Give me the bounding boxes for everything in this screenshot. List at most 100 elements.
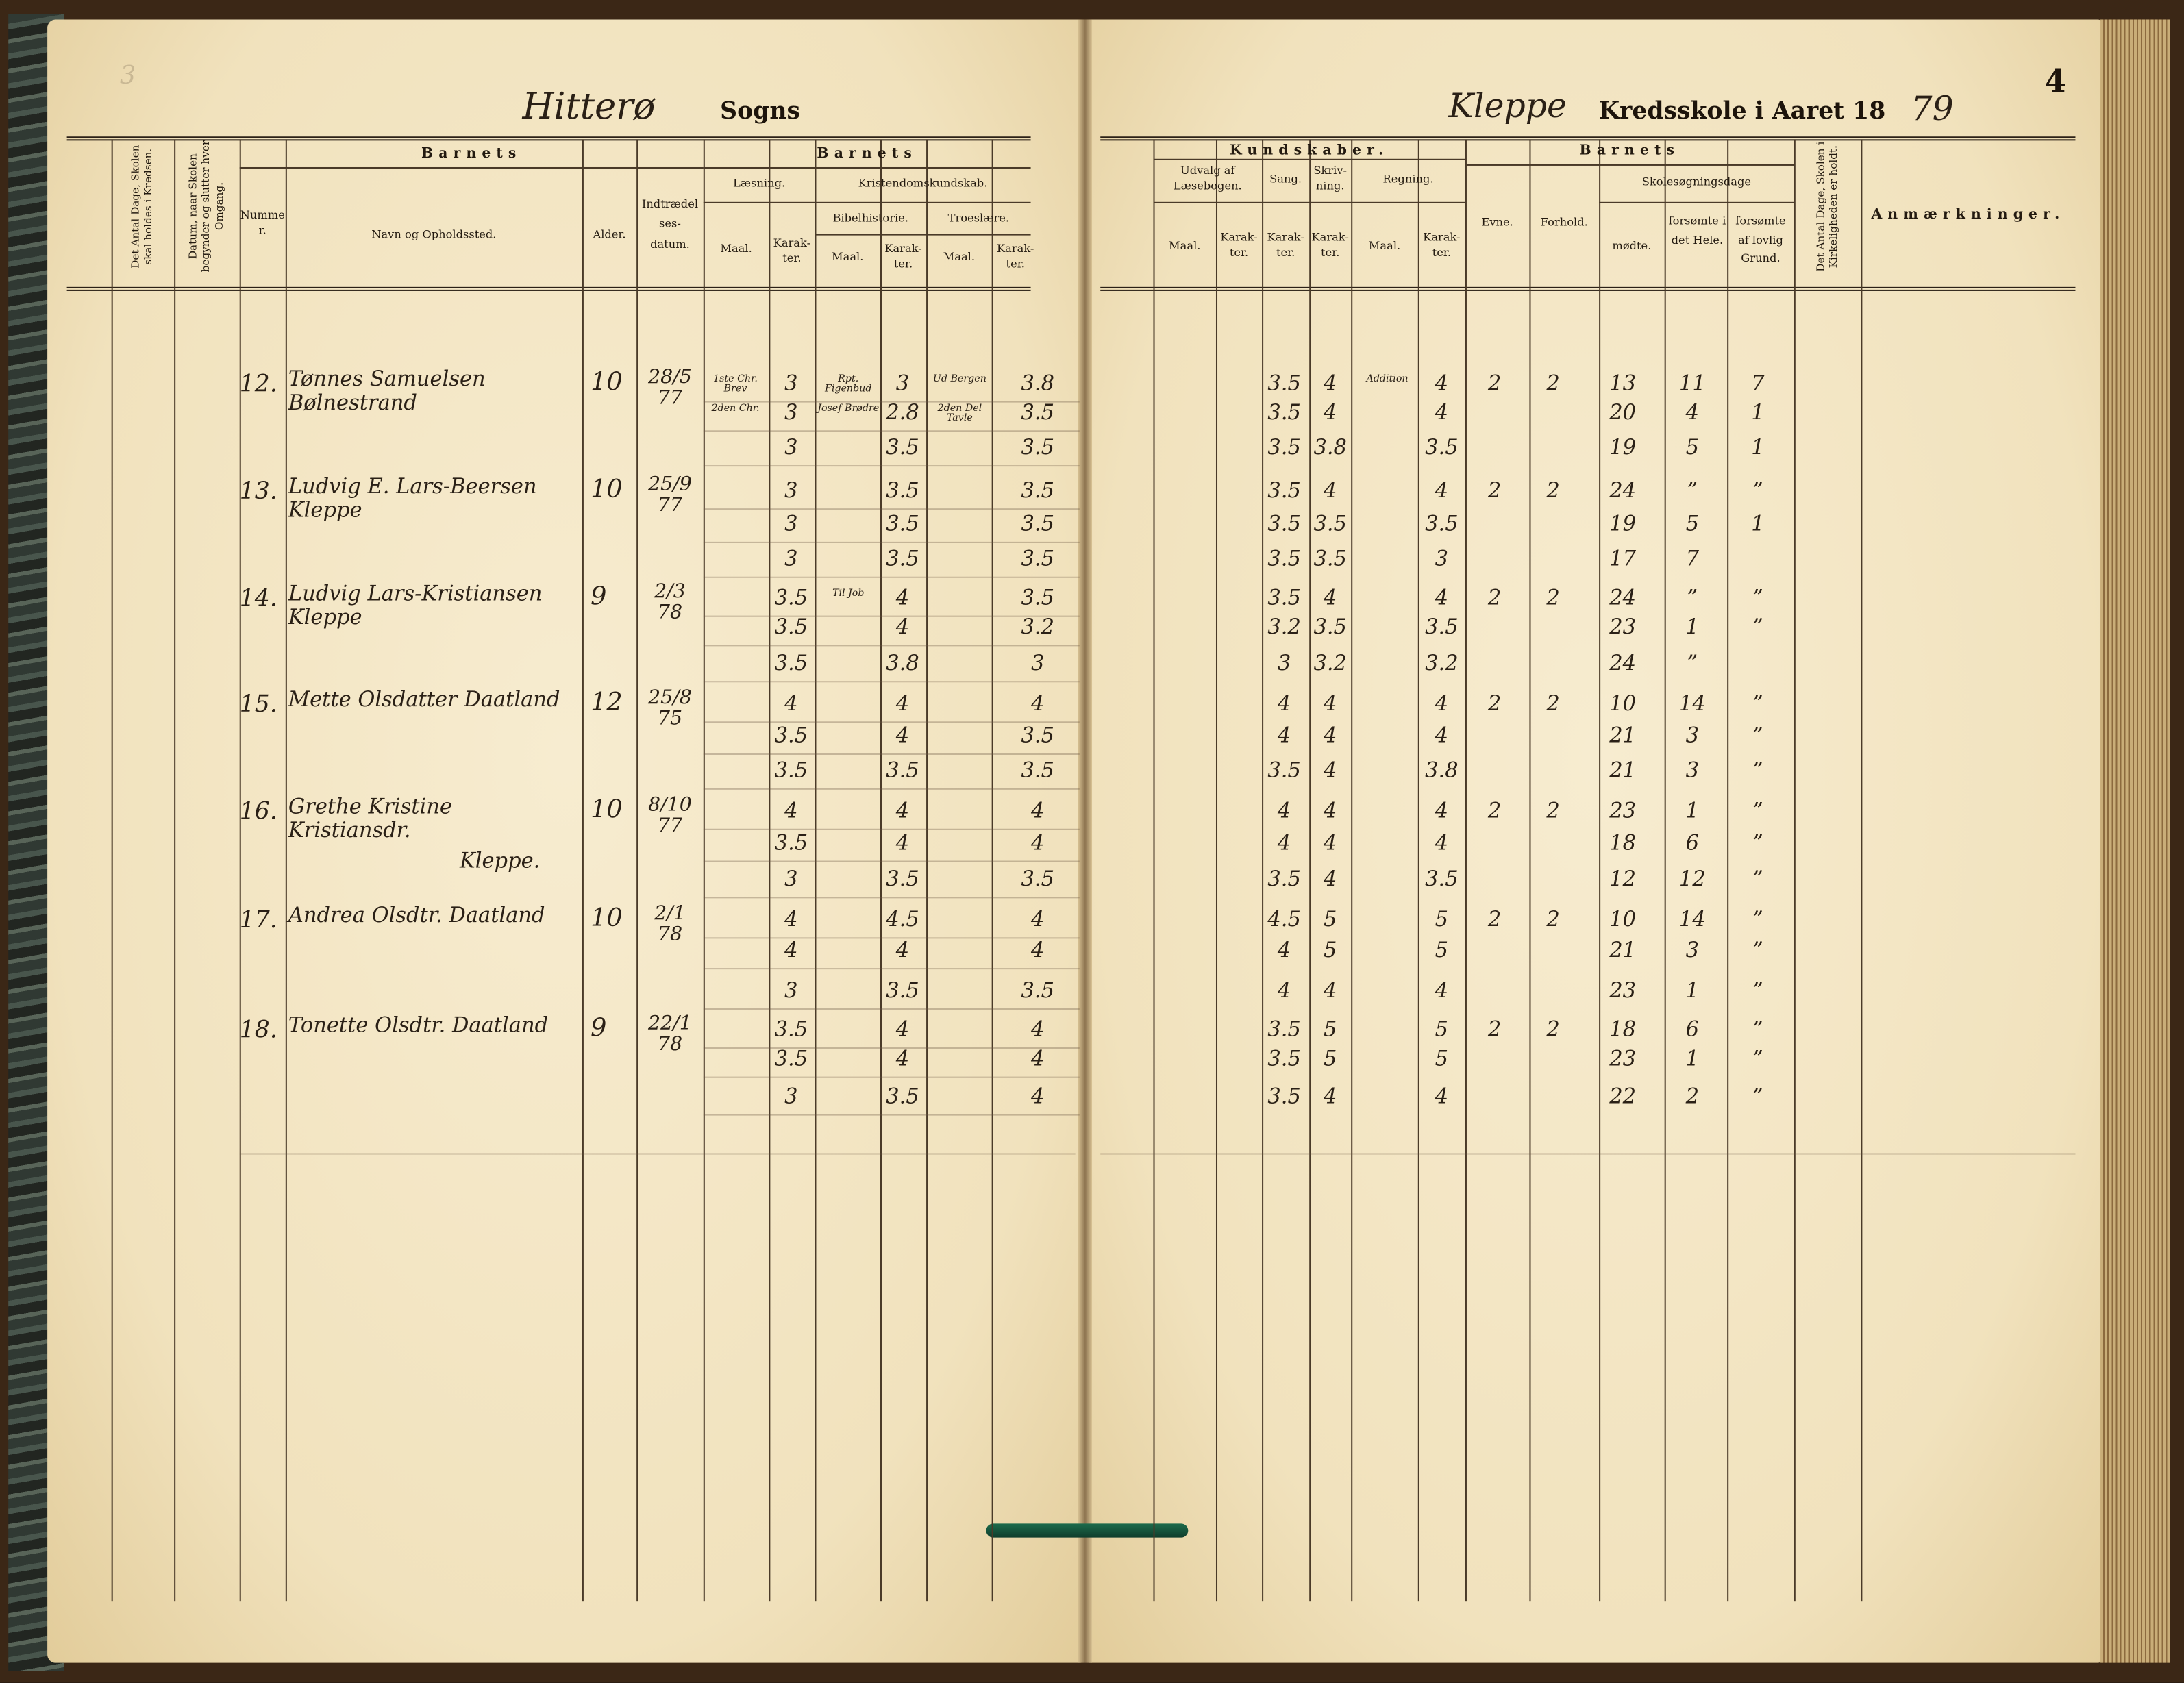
header-regning-karakter: Karak-ter. xyxy=(1423,231,1461,259)
header-regning-maal: Maal. xyxy=(1368,239,1401,253)
entry-laesning-maal: 1ste Chr. Brev xyxy=(713,373,758,395)
entry-troes-karakter: 4 xyxy=(1031,690,1045,716)
rule-line xyxy=(239,1153,1076,1155)
rule-line xyxy=(1100,136,2076,141)
entry-bibel-karakter: 3.5 xyxy=(886,434,919,460)
entry-forsomte-lovlig: ” xyxy=(1752,1045,1763,1071)
entry-regning-karakter: 4 xyxy=(1435,399,1449,425)
rule-line xyxy=(1215,139,1218,1602)
entry-skrivning-karakter: 5 xyxy=(1324,1045,1337,1071)
entry-modte: 13 xyxy=(1609,370,1637,396)
entry-modte: 19 xyxy=(1609,511,1637,536)
entry-troes-karakter: 3.5 xyxy=(1021,477,1054,503)
entry-forsomte-hele: 1 xyxy=(1685,614,1700,640)
entry-modte: 21 xyxy=(1609,758,1637,783)
entry-laesning-karakter: 4 xyxy=(784,798,798,823)
entry-troes-karakter: 4 xyxy=(1031,1045,1045,1071)
entry-sang-karakter: 3.5 xyxy=(1267,584,1301,610)
rule-line xyxy=(926,139,928,1602)
entry-laesning-karakter: 3 xyxy=(784,546,798,571)
rule-line xyxy=(1727,139,1729,1602)
rule-line xyxy=(636,139,638,1602)
entry-troes-karakter: 3.5 xyxy=(1021,546,1054,571)
entry-laesning-karakter: 4 xyxy=(784,690,798,716)
entry-forsomte-lovlig: ” xyxy=(1752,866,1763,892)
entry-forsomte-lovlig: ” xyxy=(1752,584,1763,610)
entry-bibel-karakter: 3.5 xyxy=(886,511,919,536)
entry-skrivning-karakter: 5 xyxy=(1324,1017,1337,1042)
header-modte: mødte. xyxy=(1612,239,1652,253)
entry-regning-karakter: 3.8 xyxy=(1425,758,1459,783)
entry-residence: Kleppe. xyxy=(459,848,541,873)
entry-modte: 18 xyxy=(1609,1017,1637,1042)
page-number-right: 4 xyxy=(2044,64,2066,101)
entry-enrolment-date: 2/1 78 xyxy=(654,902,686,947)
rule-line xyxy=(703,576,1080,578)
rule-line xyxy=(703,465,1080,467)
entry-skrivning-karakter: 4 xyxy=(1324,1083,1337,1109)
entry-regning-karakter: 4 xyxy=(1435,584,1449,610)
entry-sang-karakter: 4.5 xyxy=(1267,906,1301,932)
entry-forsomte-hele: ” xyxy=(1687,650,1698,676)
entry-regning-karakter: 5 xyxy=(1435,1045,1449,1071)
entry-regning-karakter: 4 xyxy=(1435,690,1449,716)
entry-age: 9 xyxy=(591,582,607,612)
entry-sang-karakter: 3.5 xyxy=(1267,1083,1301,1109)
entry-forsomte-hele: 12 xyxy=(1678,866,1706,892)
entry-troes-karakter: 4 xyxy=(1031,906,1045,932)
entry-sang-karakter: 3.5 xyxy=(1267,1017,1301,1042)
entry-sang-karakter: 3.5 xyxy=(1267,477,1301,503)
entry-laesning-karakter: 3.5 xyxy=(774,584,808,610)
entry-bibel-maal: Josef Brødre xyxy=(817,402,880,414)
entry-forsomte-lovlig: ” xyxy=(1752,1017,1763,1042)
header-anmaerkninger: Anmærkninger. xyxy=(1871,207,2065,223)
entry-sang-karakter: 3.5 xyxy=(1267,399,1301,425)
entry-bibel-karakter: 3.5 xyxy=(886,1083,919,1109)
entry-forhold: 2 xyxy=(1546,690,1560,716)
rule-line xyxy=(703,1076,1080,1078)
entry-laesning-karakter: 3 xyxy=(784,1083,798,1109)
year-handwritten: 79 xyxy=(1911,89,1954,129)
entry-troes-karakter: 3.8 xyxy=(1021,370,1054,396)
entry-sang-karakter: 3.5 xyxy=(1267,546,1301,571)
rule-line xyxy=(815,234,1031,236)
entry-number: 15. xyxy=(239,690,277,719)
entry-bibel-karakter: 4 xyxy=(895,830,910,856)
header-udvalg-karakter: Karak-ter. xyxy=(1220,231,1258,259)
entry-skrivning-karakter: 5 xyxy=(1324,937,1337,962)
entry-troes-karakter: 3.5 xyxy=(1021,584,1054,610)
entry-regning-karakter: 3.5 xyxy=(1425,511,1459,536)
entry-regning-karakter: 4 xyxy=(1435,477,1449,503)
header-forsomte-lovlig: forsømte af lovlig Grund. xyxy=(1735,214,1786,265)
entry-age: 9 xyxy=(591,1014,607,1043)
rule-line xyxy=(769,139,771,1602)
entry-modte: 23 xyxy=(1609,614,1637,640)
entry-skrivning-karakter: 4 xyxy=(1324,584,1337,610)
entry-modte: 10 xyxy=(1609,906,1637,932)
entry-forsomte-hele: 2 xyxy=(1685,1083,1700,1109)
entry-bibel-karakter: 3.5 xyxy=(886,546,919,571)
rule-line xyxy=(1100,1153,2076,1155)
header-skrivning-karakter: Karak-ter. xyxy=(1311,231,1349,259)
entry-forsomte-lovlig: ” xyxy=(1752,758,1763,783)
rule-line xyxy=(1153,139,1155,1602)
entry-forhold: 2 xyxy=(1546,1017,1560,1042)
entry-bibel-karakter: 3.8 xyxy=(886,650,919,676)
header-bibel-karakter: Karak-ter. xyxy=(884,242,922,271)
header-church-days: Det Antal Dage, Skolen i Kirkeligheden e… xyxy=(1814,141,1840,272)
entry-number: 18. xyxy=(239,1017,277,1045)
binding-thread xyxy=(986,1523,1189,1538)
entry-laesning-karakter: 3 xyxy=(784,399,798,425)
rule-line xyxy=(703,166,1031,169)
entry-forsomte-hele: 4 xyxy=(1685,399,1700,425)
entry-laesning-karakter: 3.5 xyxy=(774,614,808,640)
entry-laesning-karakter: 3 xyxy=(784,977,798,1003)
entry-bibel-karakter: 4 xyxy=(895,614,910,640)
rule-line xyxy=(1351,139,1353,1602)
header-kristendom: Kristendomskundskab. xyxy=(858,177,988,190)
entry-modte: 23 xyxy=(1609,798,1637,823)
entry-sang-karakter: 3.5 xyxy=(1267,758,1301,783)
entry-forsomte-hele: 1 xyxy=(1685,977,1700,1003)
entry-regning-karakter: 5 xyxy=(1435,937,1449,962)
rule-line xyxy=(582,139,584,1602)
